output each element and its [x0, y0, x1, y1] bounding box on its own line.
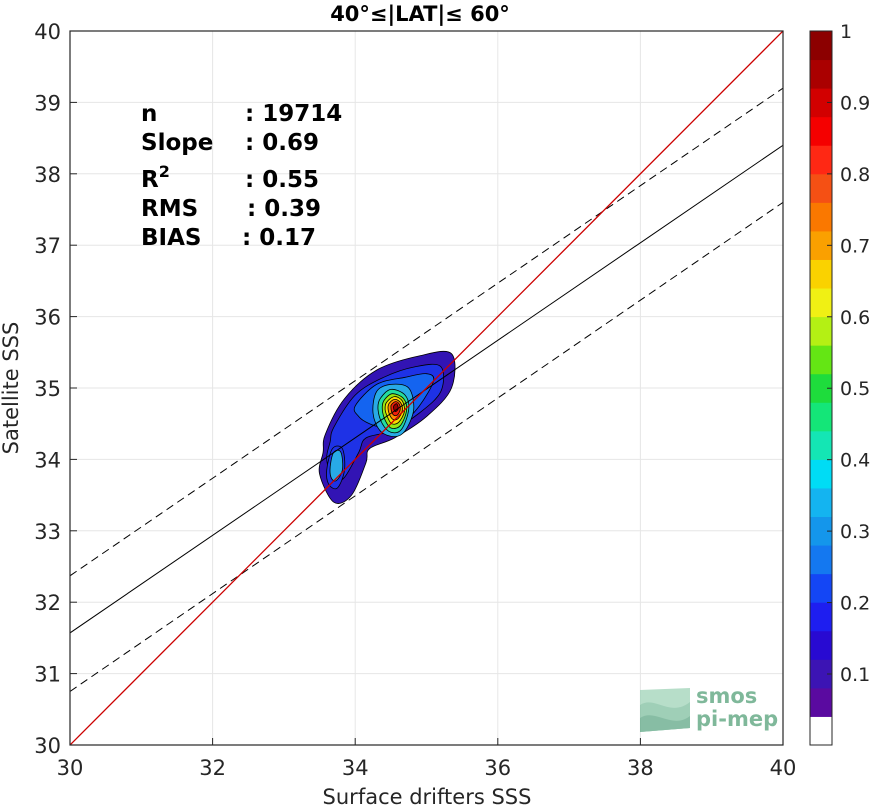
logo-line2: pi-mep [696, 707, 778, 731]
fit-lower-bound-line [70, 201, 783, 692]
colorbar-segment [810, 573, 832, 603]
x-tick-label: 34 [342, 756, 369, 780]
colorbar-segment [810, 545, 832, 575]
stat-n-value: : 19714 [245, 101, 342, 127]
stat-slope-label: Slope [141, 130, 213, 156]
fit-regression-line [70, 144, 783, 634]
stat-bias-value: : 0.17 [242, 225, 316, 251]
colorbar-segment [810, 516, 832, 546]
regression-lines [70, 31, 783, 745]
identity-line [70, 31, 783, 745]
colorbar-segment [810, 459, 832, 489]
y-tick-label: 36 [34, 306, 61, 330]
colorbar-segment [810, 659, 832, 689]
y-tick-label: 37 [34, 234, 61, 258]
y-tick-label: 30 [34, 734, 61, 758]
colorbar-segment [810, 345, 832, 375]
colorbar-tick-label: 0.5 [840, 378, 870, 400]
stat-r2-value: : 0.55 [245, 167, 319, 193]
stat-slope-value: : 0.69 [245, 130, 319, 156]
colorbar-tick-label: 0.3 [840, 521, 870, 543]
stat-n-label: n [141, 101, 157, 127]
colorbar-segment [810, 402, 832, 432]
colorbar-segment [810, 202, 832, 232]
x-tick-label: 32 [199, 756, 226, 780]
colorbar-segment [810, 59, 832, 89]
colorbar-tick-label: 1 [840, 21, 852, 43]
smos-pimep-logo: smos pi-mep [640, 684, 778, 732]
stat-r2-label: R2 [141, 162, 170, 193]
colorbar-segment [810, 630, 832, 660]
colorbar-segment [810, 373, 832, 403]
stats-box: n : 19714 Slope : 0.69 R2 : 0.55 RMS : 0… [141, 101, 342, 251]
colorbar-segment [810, 687, 832, 717]
colorbar-segment [810, 602, 832, 632]
y-tick-label: 32 [34, 591, 61, 615]
colorbar-tick-label: 0.8 [840, 164, 870, 186]
x-axis-label: Surface drifters SSS [323, 785, 532, 808]
colorbar-tick-label: 0.4 [840, 450, 870, 472]
y-tick-label: 33 [34, 520, 61, 544]
x-tick-label: 36 [484, 756, 511, 780]
chart-title: 40°≤|LAT|≤ 60° [330, 2, 510, 27]
fit-upper-bound-line [70, 87, 783, 577]
colorbar-tick-label: 0.6 [840, 307, 870, 329]
colorbar-tick-label: 0.7 [840, 235, 870, 257]
colorbar-segment [810, 716, 832, 746]
y-tick-label: 35 [34, 377, 61, 401]
stat-rms-label: RMS [141, 196, 198, 222]
colorbar-segment [810, 31, 832, 61]
colorbar-segment [810, 116, 832, 146]
y-tick-label: 40 [34, 20, 61, 44]
colorbar-tick-label: 0.2 [840, 593, 870, 615]
logo-line1: smos [696, 684, 757, 708]
colorbar-segment [810, 88, 832, 118]
stat-r2-base: R [141, 167, 159, 193]
colorbar-segment [810, 288, 832, 318]
colorbar-segment [810, 487, 832, 518]
stat-rms-value: : 0.39 [247, 196, 321, 222]
grid-lines [69, 30, 784, 746]
colorbar-tick-label: 0.1 [840, 664, 870, 686]
y-tick-label: 38 [34, 163, 61, 187]
x-tick-label: 38 [627, 756, 654, 780]
y-tick-label: 31 [34, 663, 61, 687]
y-axis-label: Satellite SSS [0, 322, 23, 455]
colorbar-segment [810, 259, 832, 289]
x-tick-label: 30 [57, 756, 84, 780]
colorbar-segment [810, 316, 832, 346]
colorbar-segment [810, 430, 832, 460]
stat-r2-sup: 2 [159, 162, 170, 181]
colorbar [810, 31, 832, 746]
colorbar-segment [810, 173, 832, 203]
x-tick-label: 40 [770, 756, 797, 780]
y-tick-label: 34 [34, 448, 61, 472]
stat-bias-label: BIAS [141, 225, 201, 251]
y-tick-label: 39 [34, 91, 61, 115]
logo-icon [640, 688, 690, 732]
colorbar-segment [810, 230, 832, 260]
colorbar-tick-label: 0.9 [840, 92, 870, 114]
colorbar-segment [810, 145, 832, 175]
axis-ticks: 30 32 34 36 38 40 30 31 32 33 34 35 36 37 38 39 40 [34, 20, 796, 780]
colorbar-ticks: 0.1 0.2 0.3 0.4 0.5 0.6 0.7 0.8 0.9 1 [827, 21, 870, 686]
